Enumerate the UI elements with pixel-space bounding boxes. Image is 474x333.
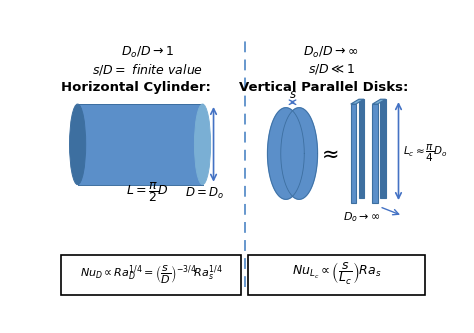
Polygon shape xyxy=(351,99,364,104)
Text: $\approx$: $\approx$ xyxy=(317,144,338,164)
Text: $D_o / D \rightarrow 1$: $D_o / D \rightarrow 1$ xyxy=(121,45,174,60)
Polygon shape xyxy=(281,108,318,199)
Polygon shape xyxy=(373,104,378,203)
Text: $s / D \ll 1$: $s / D \ll 1$ xyxy=(308,62,355,76)
Polygon shape xyxy=(351,104,356,203)
Text: $Nu_{L_c} \propto \left(\dfrac{s}{L_c}\right) Ra_s$: $Nu_{L_c} \propto \left(\dfrac{s}{L_c}\r… xyxy=(292,261,382,287)
FancyBboxPatch shape xyxy=(61,255,241,295)
Text: $D_o / D \rightarrow \infty$: $D_o / D \rightarrow \infty$ xyxy=(303,45,359,60)
Text: $s$: $s$ xyxy=(289,88,296,102)
Text: Horizontal Cylinder:: Horizontal Cylinder: xyxy=(62,81,211,94)
Polygon shape xyxy=(373,99,386,104)
Polygon shape xyxy=(267,108,304,199)
Polygon shape xyxy=(359,99,364,198)
Ellipse shape xyxy=(70,104,86,184)
Text: $Nu_D \propto Ra_D^{1/4} = \left(\dfrac{s}{D}\right)^{-3/4}\! Ra_s^{1/4}$: $Nu_D \propto Ra_D^{1/4} = \left(\dfrac{… xyxy=(80,263,222,286)
Text: $D_o \rightarrow \infty$: $D_o \rightarrow \infty$ xyxy=(343,210,380,224)
FancyBboxPatch shape xyxy=(248,255,425,295)
Text: $L = \dfrac{\pi}{2} D$: $L = \dfrac{\pi}{2} D$ xyxy=(126,180,169,204)
Text: $L_c \approx \dfrac{\pi}{4} D_o$: $L_c \approx \dfrac{\pi}{4} D_o$ xyxy=(403,143,448,164)
Polygon shape xyxy=(381,99,386,198)
Text: $s / D = $ finite value: $s / D = $ finite value xyxy=(92,62,203,77)
Ellipse shape xyxy=(194,104,210,184)
Text: $D = D_o$: $D = D_o$ xyxy=(185,186,224,201)
Bar xyxy=(78,104,202,184)
Text: Vertical Parallel Disks:: Vertical Parallel Disks: xyxy=(239,81,409,94)
